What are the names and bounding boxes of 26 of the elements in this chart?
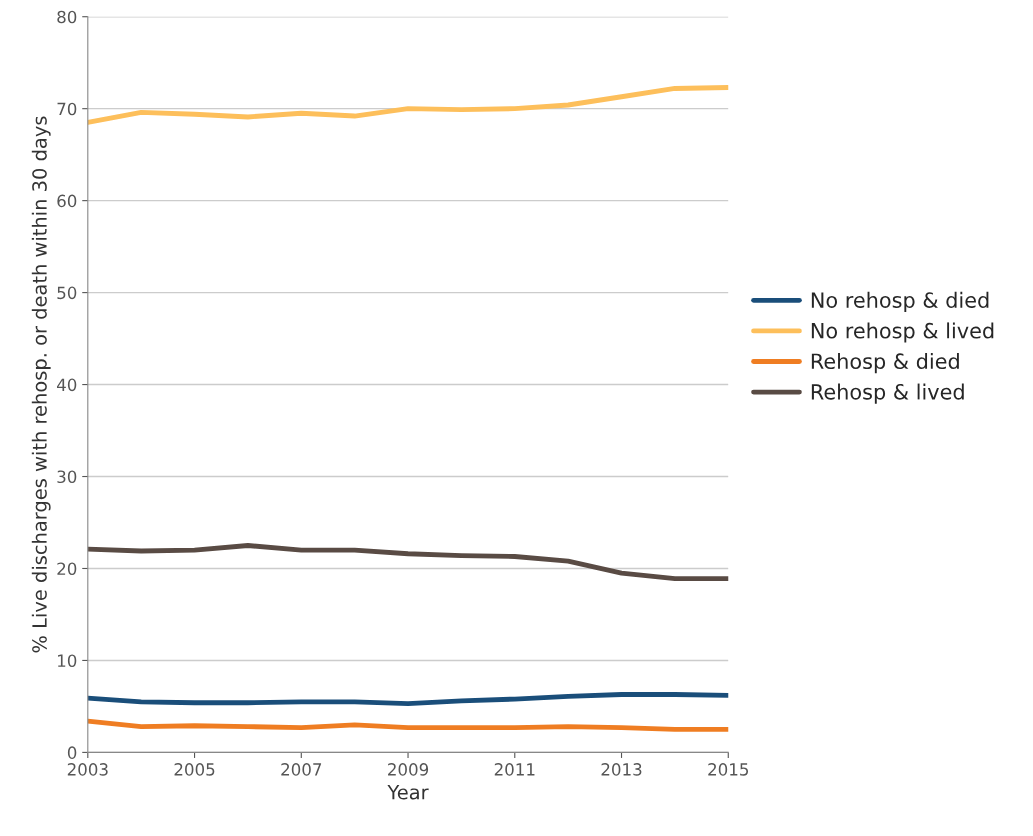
x-tick-label: 2009 bbox=[388, 763, 429, 776]
y-tick-label: 70 bbox=[57, 102, 77, 116]
y-axis-title: % Live discharges with rehosp. or death within 30 days bbox=[31, 116, 51, 653]
y-tick-label: 30 bbox=[57, 470, 77, 484]
x-axis-title: Year bbox=[387, 785, 429, 800]
y-tick-label: 0 bbox=[67, 746, 77, 759]
y-tick-label: 60 bbox=[57, 194, 77, 208]
y-tick-label: 40 bbox=[57, 378, 77, 392]
legend-label: No rehosp & lived bbox=[811, 322, 994, 343]
y-tick-label: 80 bbox=[57, 10, 77, 24]
legend-label: No rehosp & died bbox=[811, 291, 989, 312]
x-tick-label: 2003 bbox=[67, 763, 108, 776]
x-tick-label: 2013 bbox=[601, 763, 642, 776]
line-series bbox=[87, 718, 729, 732]
x-tick-label: 2011 bbox=[494, 763, 535, 776]
legend-label: Rehosp & died bbox=[811, 352, 959, 374]
y-tick-label: 20 bbox=[57, 562, 77, 576]
line-series bbox=[87, 543, 729, 582]
y-tick-label: 50 bbox=[57, 286, 77, 300]
y-tick-label: 10 bbox=[58, 654, 77, 668]
x-tick-label: 2015 bbox=[708, 763, 749, 776]
line-series bbox=[87, 85, 729, 125]
legend-label: Rehosp & lived bbox=[811, 383, 964, 404]
x-tick-label: 2007 bbox=[281, 763, 322, 776]
x-tick-label: 2005 bbox=[174, 763, 215, 776]
line-series bbox=[87, 692, 729, 707]
